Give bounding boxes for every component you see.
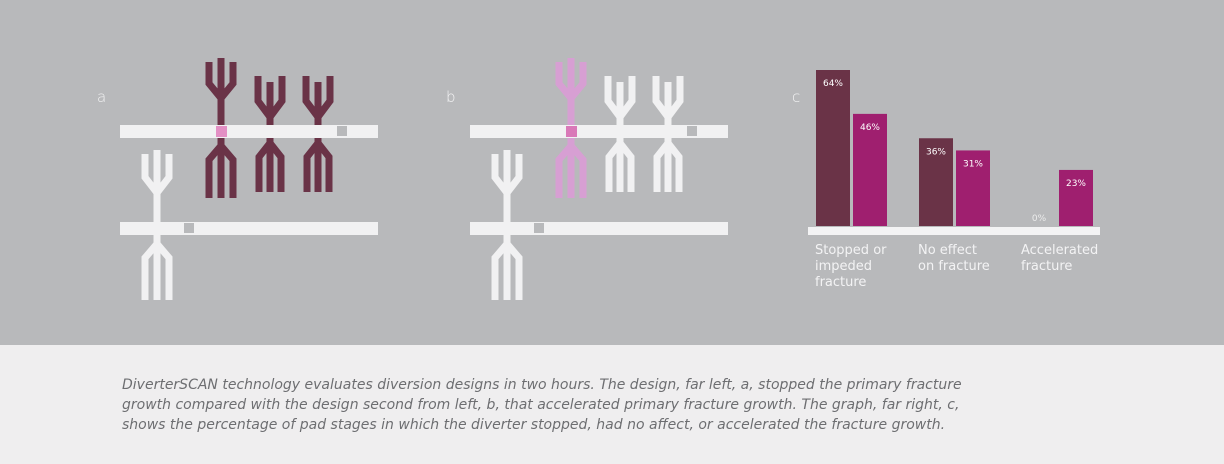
chart-baseline [808,227,1100,235]
diagram-a-lower-pipe-plug [184,223,194,233]
diagram-b-lower-fracture [491,150,523,300]
bar-1-0 [919,138,953,226]
category-label: impeded [815,259,872,274]
category-label: fracture [1021,259,1072,274]
panel-label-a: a [97,88,107,106]
diagram-b-upper-fracture-3 [652,76,684,192]
caption-line-3: shows the percentage of pad stages in wh… [122,417,946,433]
diagram-b-upper-pipe-seal [566,126,577,137]
diagram-a-upper-pipe-plug [337,126,347,136]
bar-value-label: 23% [1066,179,1086,189]
diagram-b [470,58,728,300]
diagram-b-upper-pipe [470,125,728,138]
bar-value-label: 0% [1032,214,1047,224]
category-label: Stopped or [815,243,887,258]
bar-0-0 [816,70,850,226]
bar-0-1 [853,113,887,226]
bar-value-label: 46% [860,123,880,133]
bar-value-label: 31% [963,159,983,169]
caption-line-1: DiverterSCAN technology evaluates divers… [122,377,962,393]
category-label: fracture [815,275,866,290]
bar-2-1 [1059,169,1093,226]
bar-chart: 64%36%0%46%31%23%Stopped orimpededfractu… [808,70,1100,290]
caption: DiverterSCAN technology evaluates divers… [122,375,1122,435]
diagram-a-upper-pipe-seal [216,126,227,137]
panel-label-b: b [446,88,456,106]
caption-area [0,345,1224,464]
caption-line-2: growth compared with the design second f… [122,397,960,413]
bar-1-1 [956,150,990,226]
category-label: Accelerated [1021,243,1098,258]
category-label: No effect [918,243,977,258]
bar-value-label: 36% [926,147,946,157]
diagram-a [120,58,378,300]
bar-value-label: 64% [823,79,843,89]
diagram-b-lower-pipe-plug [534,223,544,233]
panel-label-c: c [792,88,801,106]
category-label: on fracture [918,259,990,274]
diagram-a-upper-pipe [120,125,378,138]
diagram-b-upper-pipe-plug [687,126,697,136]
diagram-a-lower-fracture [141,150,173,300]
